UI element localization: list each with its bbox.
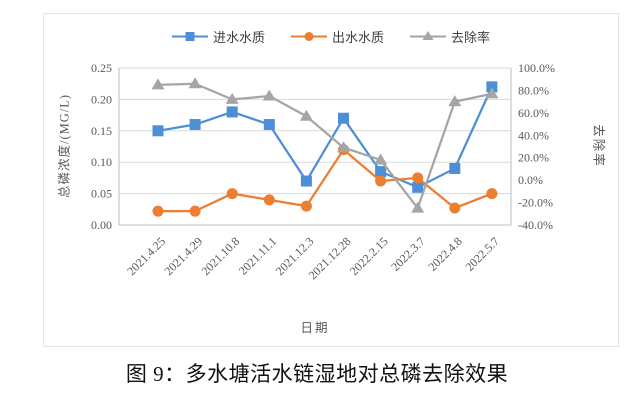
triangle-marker-icon xyxy=(448,95,462,107)
right-axis-title: 去除率 xyxy=(591,124,606,168)
chart-legend: 进水水质 出水水质 去除率 xyxy=(44,27,618,46)
removal-rate-line xyxy=(157,82,493,211)
triangle-marker-icon xyxy=(225,92,239,104)
square-marker-icon xyxy=(152,125,164,137)
x-tick-label: 2022.3.7 xyxy=(388,234,428,274)
legend-triangle-marker-icon xyxy=(410,31,446,40)
effluent-line xyxy=(158,147,493,213)
left-tick-label: 0.00 xyxy=(91,218,112,232)
circle-marker-icon xyxy=(486,188,498,200)
left-tick-label: 0.05 xyxy=(91,187,112,201)
triangle-marker-icon xyxy=(188,77,202,89)
x-tick-label: 2022.5.7 xyxy=(462,234,502,274)
influent-series xyxy=(152,81,498,193)
square-marker-icon xyxy=(185,32,195,41)
triangle-marker-icon xyxy=(299,109,313,121)
square-marker-icon xyxy=(189,119,201,131)
circle-marker-icon xyxy=(412,172,424,184)
circle-marker-icon xyxy=(304,32,314,41)
left-tick-label: 0.15 xyxy=(91,124,112,138)
circle-marker-icon xyxy=(375,175,387,187)
x-axis-title: 日期 xyxy=(300,321,330,335)
right-tick-label: -20.0% xyxy=(518,196,553,210)
right-tick-label: 80.0% xyxy=(518,83,549,97)
triangle-marker-icon xyxy=(337,141,350,153)
right-tick-label: -40.0% xyxy=(518,218,553,232)
right-tick-label: 20.0% xyxy=(518,151,549,165)
x-axis-ticks: 2021.4.252021.4.292021.10.82021.11.12021… xyxy=(124,234,502,282)
triangle-marker-icon xyxy=(262,89,276,101)
square-marker-icon xyxy=(263,119,275,131)
right-tick-label: 40.0% xyxy=(518,128,549,142)
left-axis-ticks: 0.00 0.05 0.10 0.15 0.20 0.25 xyxy=(91,61,112,232)
legend-item-influent: 进水水质 xyxy=(171,27,265,46)
triangle-marker-icon xyxy=(485,87,499,99)
legend-label: 进水水质 xyxy=(212,30,265,45)
left-tick-label: 0.20 xyxy=(91,92,112,106)
right-tick-label: 100.0% xyxy=(518,61,555,75)
removal-rate-series xyxy=(151,77,499,213)
left-tick-label: 0.10 xyxy=(91,155,112,169)
left-tick-label: 0.25 xyxy=(91,61,112,75)
circle-marker-icon xyxy=(449,202,461,214)
x-tick-label: 2021.4.29 xyxy=(161,234,205,278)
legend-label: 出水水质 xyxy=(331,30,384,45)
right-axis-ticks: -40.0% -20.0% 0.0% 20.0% 40.0% 60.0% 80.0% 100.… xyxy=(518,61,555,232)
triangle-marker-icon xyxy=(151,78,165,90)
right-tick-label: 60.0% xyxy=(518,106,549,120)
chart-frame: 0.00 0.05 0.10 0.15 0.20 0.25 -40.0% -20.0% 0.0%… xyxy=(43,13,619,347)
square-marker-icon xyxy=(338,112,349,124)
square-marker-icon xyxy=(375,166,387,178)
legend-circle-marker-icon xyxy=(290,32,327,41)
square-marker-icon xyxy=(300,175,312,187)
legend-item-effluent: 出水水质 xyxy=(290,27,384,46)
circle-marker-icon xyxy=(300,200,312,212)
x-tick-label: 2021.4.25 xyxy=(124,234,168,278)
triangle-marker-icon xyxy=(411,201,425,213)
circle-marker-icon xyxy=(263,194,275,206)
legend-item-removal-rate: 去除率 xyxy=(410,27,490,46)
square-marker-icon xyxy=(449,162,461,174)
x-tick-label: 2022.2.15 xyxy=(347,234,391,278)
circle-marker-icon xyxy=(189,205,201,217)
x-tick-label: 2021.11.1 xyxy=(236,234,280,278)
influent-line xyxy=(157,86,493,189)
legend-square-marker-icon xyxy=(171,32,208,41)
square-marker-icon xyxy=(412,181,424,193)
figure-caption: 图 9：多水塘活水链湿地对总磷去除效果 xyxy=(125,362,509,386)
square-marker-icon xyxy=(226,106,238,118)
effluent-series xyxy=(152,144,498,217)
right-tick-label: 0.0% xyxy=(518,173,543,187)
legend-label: 去除率 xyxy=(451,30,491,45)
triangle-marker-icon xyxy=(374,153,388,165)
left-axis-title: 总磷浓度/(MG/L) xyxy=(57,93,72,199)
triangle-marker-icon xyxy=(422,31,434,40)
x-tick-label: 2021.10.8 xyxy=(198,234,242,278)
x-tick-label: 2022.4.8 xyxy=(425,234,465,274)
square-marker-icon xyxy=(486,81,498,93)
circle-marker-icon xyxy=(152,205,164,217)
circle-marker-icon xyxy=(226,188,238,200)
line-chart-plot: 0.00 0.05 0.10 0.15 0.20 0.25 -40.0% -20.0% 0.0%… xyxy=(91,61,555,282)
